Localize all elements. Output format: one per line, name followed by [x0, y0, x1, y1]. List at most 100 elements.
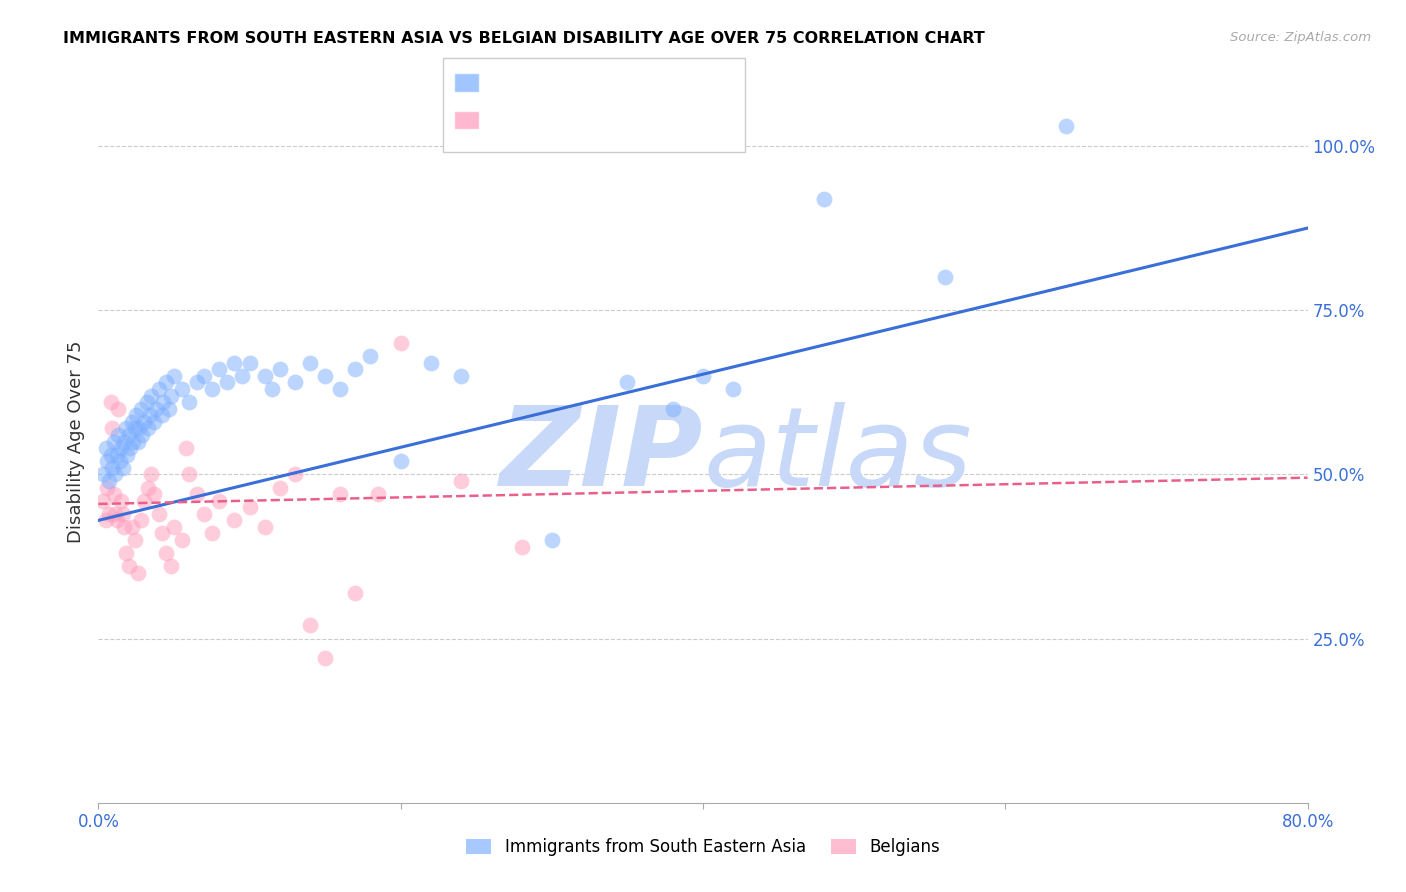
Point: [344, 362, 367, 376]
Point: [193, 368, 215, 383]
Point: [186, 376, 208, 390]
Point: [159, 401, 181, 416]
Point: [143, 415, 166, 429]
Point: [124, 421, 146, 435]
Point: [91, 467, 114, 482]
Point: [284, 376, 307, 390]
Point: [135, 395, 157, 409]
Point: [314, 368, 336, 383]
Point: [299, 618, 322, 632]
Point: [132, 415, 155, 429]
Point: [269, 362, 291, 376]
Point: [115, 448, 138, 462]
Point: [136, 421, 159, 435]
Point: [284, 467, 307, 482]
Point: [299, 356, 322, 370]
Point: [127, 434, 149, 449]
Point: [208, 493, 231, 508]
Point: [98, 507, 121, 521]
Point: [262, 382, 284, 396]
Text: Source: ZipAtlas.com: Source: ZipAtlas.com: [1230, 31, 1371, 45]
Point: [145, 401, 167, 416]
Text: IMMIGRANTS FROM SOUTH EASTERN ASIA VS BELGIAN DISABILITY AGE OVER 75 CORRELATION: IMMIGRANTS FROM SOUTH EASTERN ASIA VS BE…: [63, 31, 986, 46]
Point: [163, 520, 186, 534]
Point: [122, 434, 145, 449]
Point: [239, 500, 262, 515]
Point: [201, 526, 224, 541]
Point: [125, 409, 148, 423]
Point: [129, 401, 152, 416]
Point: [111, 507, 134, 521]
Point: [179, 467, 201, 482]
Point: [314, 651, 336, 665]
Point: [253, 368, 276, 383]
Point: [148, 382, 170, 396]
Point: [104, 507, 127, 521]
Text: R = 0.041   N = 48: R = 0.041 N = 48: [488, 112, 658, 129]
Point: [114, 421, 136, 435]
Point: [143, 487, 166, 501]
Point: [389, 336, 412, 351]
Point: [148, 507, 170, 521]
Point: [170, 382, 193, 396]
Point: [100, 448, 122, 462]
Point: [111, 460, 134, 475]
Point: [450, 474, 472, 488]
Point: [139, 409, 162, 423]
Point: [329, 487, 352, 501]
Point: [141, 467, 163, 482]
Point: [193, 507, 215, 521]
Point: [389, 454, 412, 468]
Point: [329, 382, 352, 396]
Point: [692, 368, 714, 383]
Point: [253, 520, 276, 534]
Point: [107, 428, 129, 442]
Point: [813, 192, 835, 206]
Point: [94, 441, 117, 455]
Point: [179, 395, 201, 409]
Point: [1054, 120, 1077, 134]
Point: [129, 513, 152, 527]
Text: atlas: atlas: [703, 402, 972, 509]
Point: [170, 533, 193, 547]
Point: [107, 401, 129, 416]
Point: [124, 533, 146, 547]
Point: [112, 434, 135, 449]
Point: [104, 467, 127, 482]
Point: [100, 395, 122, 409]
Point: [118, 559, 141, 574]
Point: [114, 546, 136, 560]
Point: [112, 520, 135, 534]
Point: [121, 415, 143, 429]
Point: [96, 454, 118, 468]
Point: [420, 356, 443, 370]
Point: [98, 474, 121, 488]
Point: [201, 382, 224, 396]
Point: [103, 434, 125, 449]
Point: [96, 481, 118, 495]
Point: [121, 520, 143, 534]
Point: [163, 368, 186, 383]
Point: [110, 493, 132, 508]
Point: [103, 487, 125, 501]
Point: [108, 454, 131, 468]
Point: [94, 513, 117, 527]
Point: [110, 441, 132, 455]
Y-axis label: Disability Age Over 75: Disability Age Over 75: [66, 340, 84, 543]
Point: [141, 388, 163, 402]
Point: [155, 376, 177, 390]
Point: [723, 382, 745, 396]
Point: [269, 481, 291, 495]
Point: [91, 493, 114, 508]
Point: [208, 362, 231, 376]
Point: [239, 356, 262, 370]
Point: [105, 513, 128, 527]
Point: [155, 546, 177, 560]
Point: [128, 421, 150, 435]
Point: [120, 441, 142, 455]
Point: [132, 493, 155, 508]
Point: [367, 487, 389, 501]
Point: [131, 428, 153, 442]
Point: [160, 559, 183, 574]
Point: [160, 388, 183, 402]
